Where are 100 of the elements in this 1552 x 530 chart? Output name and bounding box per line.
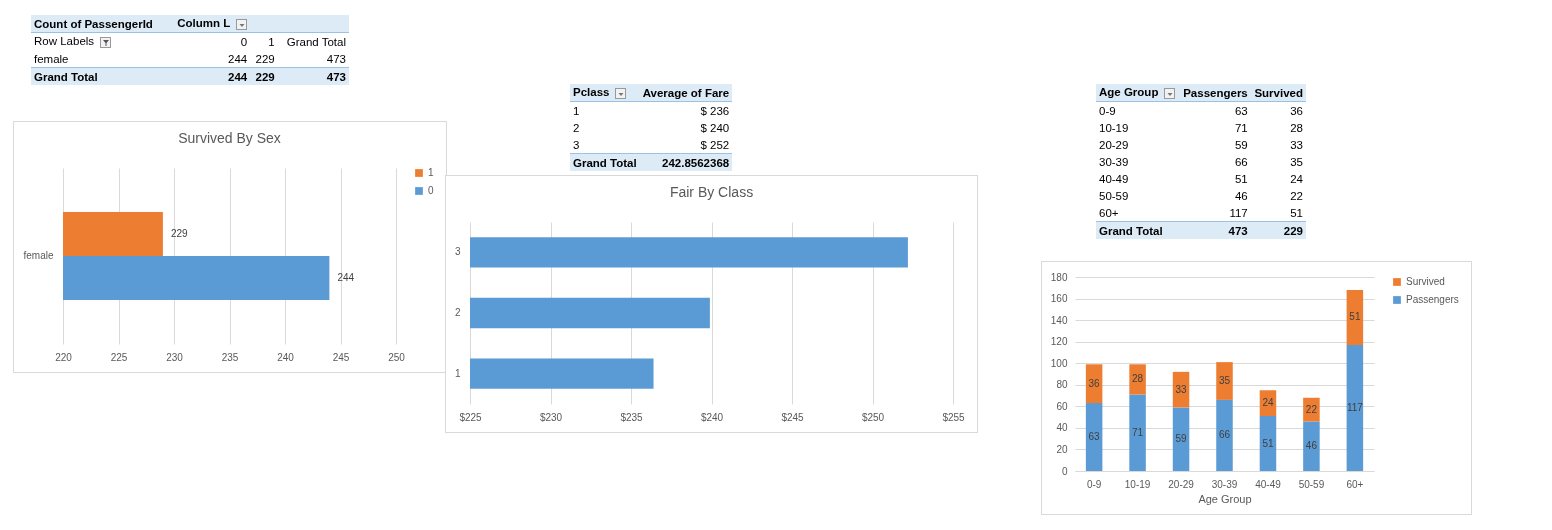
text: Count of PassengerId: [34, 17, 153, 30]
bar: [1346, 344, 1364, 471]
text: 63: [1234, 104, 1248, 117]
text: 242.8562368: [662, 156, 730, 169]
x-tick-label: 60+: [1346, 478, 1364, 490]
text: 28: [1290, 121, 1303, 134]
x-tick-label: 40-49: [1255, 478, 1282, 490]
data-label: 36: [1088, 377, 1101, 389]
x-tick-label: $240: [700, 411, 724, 423]
text: 35: [1290, 155, 1303, 168]
text: 117: [1229, 206, 1248, 219]
data-label: 66: [1218, 429, 1231, 441]
y-tick-label: 160: [1050, 293, 1068, 305]
text: 36: [1290, 104, 1303, 117]
text: 0-9: [1099, 104, 1116, 117]
x-tick-label: 225: [110, 351, 128, 363]
legend-label: Survived: [1406, 276, 1445, 287]
text: female: [34, 52, 69, 65]
bar: [1129, 394, 1146, 471]
text: Pclass: [573, 86, 610, 99]
text: Passengers: [1183, 86, 1248, 99]
x-axis-title: Age Group: [1198, 492, 1252, 505]
text: 244: [228, 70, 248, 83]
data-label: 117: [1346, 401, 1364, 413]
bar: [1346, 289, 1364, 345]
text: 46: [1234, 189, 1248, 202]
chart-title: Survived By Sex: [178, 130, 281, 146]
y-tick-label: 2: [454, 307, 461, 318]
text: 50-59: [1099, 189, 1129, 202]
x-tick-label: $235: [620, 411, 644, 423]
bar: [1303, 421, 1320, 471]
y-tick-label: 0: [1061, 465, 1068, 477]
data-label: 71: [1132, 426, 1144, 438]
x-tick-label: $225: [459, 411, 483, 423]
text: 473: [326, 52, 346, 65]
x-tick-label: 230: [166, 351, 184, 363]
y-tick-label: 3: [454, 246, 461, 258]
text: $ 236: [700, 104, 730, 117]
text: Average of Fare: [642, 86, 730, 99]
data-label: 244: [337, 272, 355, 283]
text: 71: [1234, 121, 1248, 134]
data-label: 33: [1175, 383, 1188, 395]
data-label: 59: [1175, 433, 1188, 445]
y-tick-label: 60: [1056, 400, 1068, 412]
legend-label: Passengers: [1406, 294, 1459, 305]
text: Age Group: [1099, 86, 1159, 99]
x-tick-label: 0-9: [1086, 478, 1102, 490]
x-tick-label: 220: [55, 351, 73, 363]
bar: [1259, 416, 1277, 471]
text: 20-29: [1099, 138, 1129, 151]
data-label: 35: [1218, 375, 1231, 387]
legend-label: 0: [428, 185, 434, 196]
text: 473: [1228, 224, 1248, 237]
text: Row Labels: [34, 35, 95, 48]
x-tick-label: $230: [539, 411, 563, 423]
text: 40-49: [1099, 172, 1129, 185]
bar: [1216, 399, 1233, 471]
x-tick-label: 245: [332, 351, 350, 363]
data-label: 46: [1305, 440, 1318, 452]
y-tick-label: 80: [1056, 379, 1068, 391]
data-label: 28: [1132, 373, 1144, 385]
x-tick-label: $245: [781, 411, 805, 423]
text: 51: [1234, 172, 1248, 185]
x-tick-label: 235: [221, 351, 239, 363]
text: 229: [1283, 224, 1303, 237]
text: $ 240: [700, 121, 730, 134]
text: 0: [240, 35, 248, 48]
y-tick-label: 20: [1056, 443, 1068, 455]
text: 60+: [1099, 206, 1119, 219]
y-tick-label: 100: [1050, 357, 1068, 369]
text: 229: [255, 70, 275, 83]
x-tick-label: 10-19: [1124, 478, 1151, 490]
text: 3: [573, 138, 580, 151]
data-label: 51: [1349, 311, 1361, 323]
y-tick-label: 120: [1050, 336, 1068, 348]
text: 229: [255, 52, 275, 65]
text: 24: [1290, 172, 1303, 185]
y-tick-label: 40: [1056, 422, 1068, 434]
text: 66: [1234, 155, 1248, 168]
text: Grand Total: [34, 70, 98, 83]
text: Grand Total: [573, 156, 637, 169]
text: 10-19: [1099, 121, 1129, 134]
x-tick-label: 240: [277, 351, 295, 363]
text: 1: [268, 35, 275, 48]
bar: [1216, 362, 1233, 400]
text: $ 252: [700, 138, 730, 151]
x-tick-label: 30-39: [1211, 478, 1238, 490]
text: 51: [1290, 206, 1303, 219]
text: 244: [228, 52, 248, 65]
chart-title: Fair By Class: [669, 184, 754, 200]
x-tick-label: 20-29: [1168, 478, 1195, 490]
x-tick-label: 50-59: [1298, 478, 1325, 490]
text: Column L: [177, 17, 231, 30]
text: Grand Total: [286, 35, 346, 48]
y-tick-label: 1: [454, 367, 461, 379]
text: 22: [1290, 189, 1303, 202]
text: 1: [573, 104, 580, 117]
data-label: 22: [1305, 403, 1318, 415]
data-label: 63: [1088, 431, 1101, 443]
text: Survived: [1254, 86, 1303, 99]
